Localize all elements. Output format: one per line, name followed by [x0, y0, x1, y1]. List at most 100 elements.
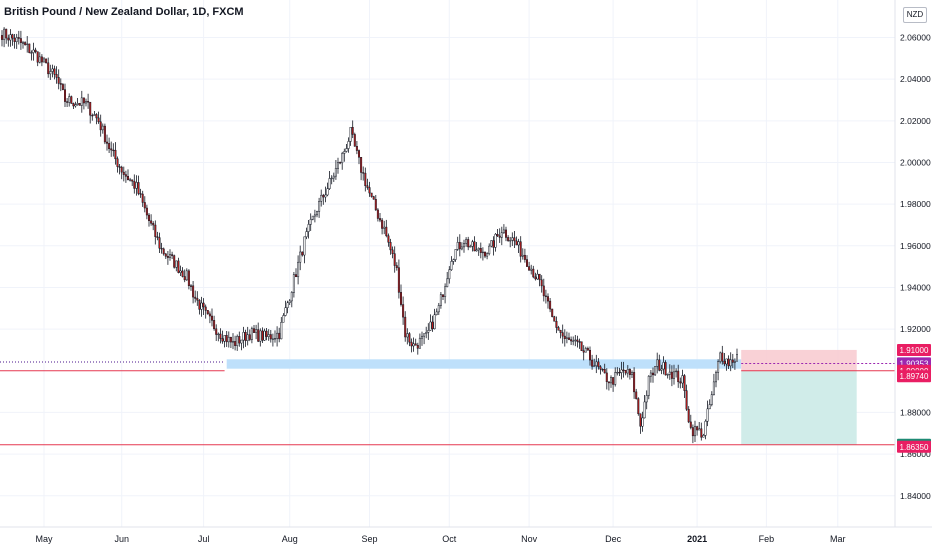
price-label-text: 1.91000	[900, 346, 929, 355]
candle-body	[591, 359, 594, 367]
candle-body	[34, 49, 37, 52]
candle-body	[652, 372, 654, 376]
candle-body	[673, 371, 675, 379]
candle-body	[616, 371, 619, 374]
candle-body	[381, 219, 384, 229]
candle-body	[15, 37, 18, 42]
candle-body	[488, 245, 491, 254]
candle-body	[72, 103, 75, 107]
candle-body	[547, 296, 549, 302]
candle-body	[502, 229, 505, 234]
currency-badge[interactable]: NZD	[903, 7, 927, 23]
candle-body	[309, 219, 312, 225]
candle-body	[719, 352, 722, 362]
candle-body	[43, 58, 45, 63]
candle-body	[355, 145, 358, 151]
candle-body	[635, 391, 638, 399]
candle-body	[649, 372, 652, 377]
candle-body	[670, 371, 673, 379]
candle-body	[572, 340, 575, 342]
candle-body	[5, 28, 8, 39]
candle-body	[334, 167, 337, 177]
candle-body	[320, 194, 323, 202]
candle-body	[681, 375, 684, 384]
candle-body	[729, 359, 732, 367]
stop-loss-area	[741, 349, 857, 371]
candle-body	[538, 273, 541, 281]
candle-body	[288, 300, 291, 304]
candle-body	[108, 143, 111, 150]
candle-body	[341, 153, 344, 164]
candle-body	[400, 292, 402, 305]
candle-body	[442, 294, 444, 297]
candle-body	[513, 237, 516, 242]
candle-body	[620, 369, 623, 373]
candle-body	[215, 328, 218, 335]
candle-body	[603, 369, 606, 374]
candle-body	[618, 371, 621, 374]
candle-body	[517, 241, 520, 246]
candle-body	[213, 320, 216, 330]
time-tick-label: Nov	[521, 534, 538, 544]
candle-body	[463, 243, 465, 248]
candle-body	[376, 209, 379, 219]
candle-body	[204, 306, 207, 311]
candle-body	[332, 175, 335, 179]
candle-body	[387, 235, 390, 243]
candle-body	[610, 377, 612, 384]
candle-body	[248, 334, 251, 340]
candle-body	[360, 156, 363, 173]
candle-body	[712, 381, 715, 395]
candle-body	[225, 335, 228, 343]
candle-body	[523, 254, 526, 260]
candle-body	[509, 240, 512, 242]
candle-body	[122, 171, 125, 175]
price-tick-label: 2.04000	[900, 74, 931, 84]
candle-body	[723, 360, 726, 365]
candle-body	[154, 224, 157, 237]
candle-body	[408, 333, 411, 343]
candle-body	[429, 321, 432, 331]
candle-body	[265, 330, 268, 337]
candle-body	[103, 125, 106, 143]
candle-body	[343, 151, 346, 154]
candle-body	[290, 292, 293, 302]
candle-body	[328, 178, 331, 189]
candle-body	[622, 369, 625, 371]
candle-body	[177, 260, 180, 273]
candle-body	[561, 332, 564, 337]
candle-body	[412, 343, 415, 347]
candle-body	[481, 251, 484, 254]
grid-layer	[0, 0, 895, 527]
candle-body	[439, 294, 442, 306]
price-tick-label: 1.84000	[900, 491, 931, 501]
candle-body	[135, 182, 138, 189]
candle-body	[425, 332, 428, 334]
candle-body	[544, 295, 547, 297]
price-tick-label: 2.06000	[900, 32, 931, 42]
price-labels: 1.910001.903531.900001.897401.864501.863…	[897, 343, 931, 453]
candle-body	[160, 247, 163, 250]
candle-body	[311, 215, 314, 220]
candle-body	[150, 220, 153, 224]
candle-body	[99, 121, 102, 131]
candle-body	[351, 126, 354, 135]
candle-body	[236, 336, 239, 346]
candle-body	[500, 232, 503, 238]
candle-body	[645, 395, 648, 403]
candle-body	[418, 337, 421, 349]
time-tick-label: Jul	[198, 534, 210, 544]
candle-body	[736, 354, 738, 362]
candle-body	[717, 361, 720, 373]
candle-body	[689, 421, 692, 428]
candle-body	[175, 260, 178, 268]
candle-body	[366, 185, 369, 188]
candle-body	[124, 174, 127, 177]
candle-body	[668, 371, 671, 375]
candle-body	[263, 330, 266, 341]
candle-body	[183, 276, 186, 281]
candle-body	[486, 253, 489, 257]
candle-body	[45, 58, 48, 64]
candle-body	[148, 214, 150, 221]
